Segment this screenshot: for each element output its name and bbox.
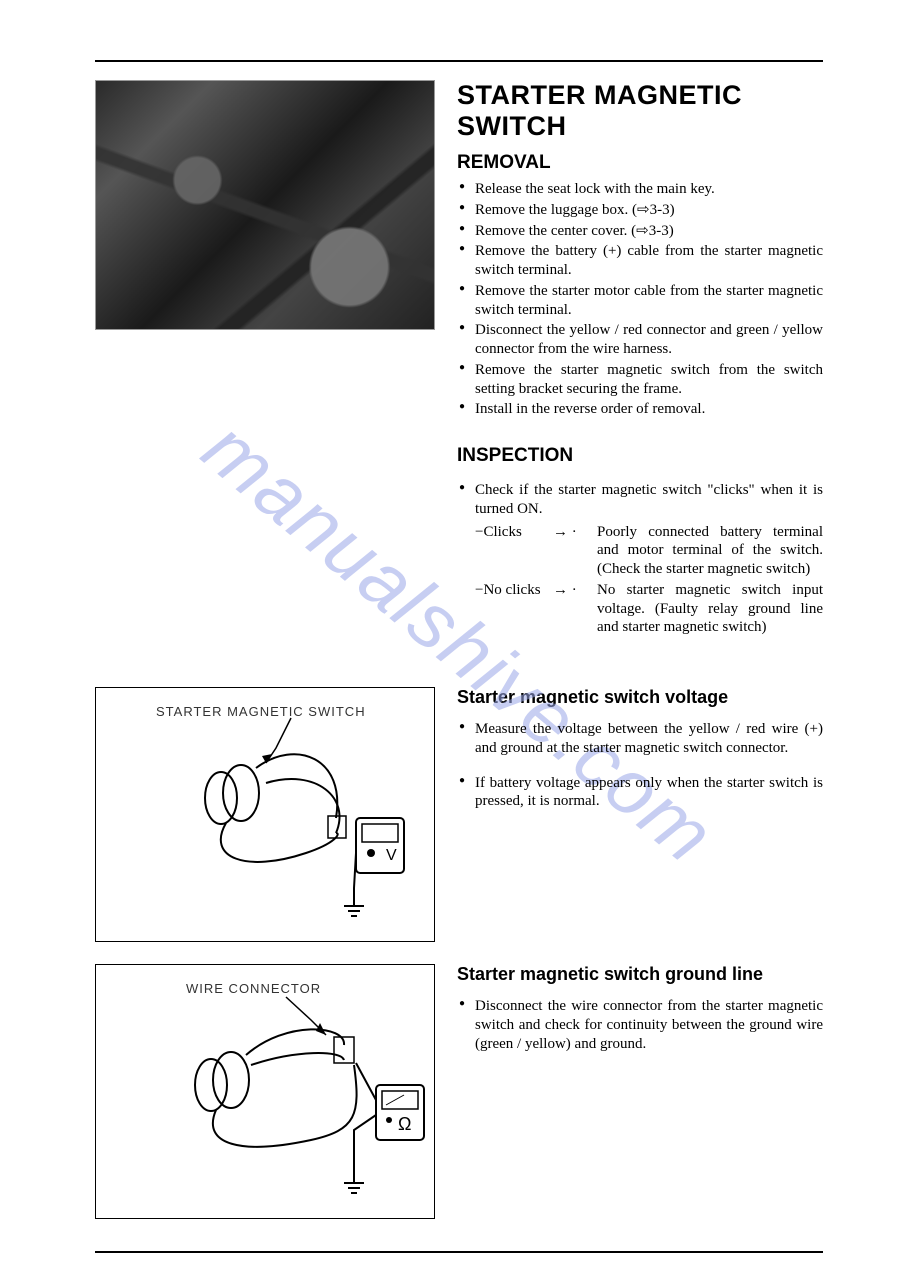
voltage-list-2: If battery voltage appears only when the… <box>457 774 823 812</box>
page: manualshive.com STARTER MAGNETIC SWITCH … <box>0 0 918 1283</box>
left-col-voltage: STARTER MAGNETIC SWITCH <box>95 687 435 954</box>
list-item: Install in the reverse order of removal. <box>457 400 823 419</box>
row-voltage: STARTER MAGNETIC SWITCH <box>95 687 823 954</box>
photo-engine <box>95 80 435 330</box>
row-ground: WIRE CONNECTOR <box>95 964 823 1231</box>
diagram-voltage: STARTER MAGNETIC SWITCH <box>95 687 435 942</box>
list-item: Remove the center cover. (⇨3-3) <box>457 222 823 241</box>
voltage-heading: Starter magnetic switch voltage <box>457 687 823 708</box>
spacer <box>95 647 823 687</box>
voltage-list: Measure the voltage between the yellow /… <box>457 720 823 758</box>
list-item: Remove the starter magnetic switch from … <box>457 361 823 399</box>
left-col-photo <box>95 80 435 330</box>
list-item: If battery voltage appears only when the… <box>457 774 823 812</box>
svg-text:Ω: Ω <box>398 1114 411 1134</box>
diag-desc: Poorly connected battery terminal and mo… <box>597 523 823 579</box>
list-item: Check if the starter magnetic switch "cl… <box>457 481 823 519</box>
svg-text:V: V <box>386 847 397 864</box>
list-item: Release the seat lock with the main key. <box>457 180 823 199</box>
list-item: Measure the voltage between the yellow /… <box>457 720 823 758</box>
right-col-voltage: Starter magnetic switch voltage Measure … <box>457 687 823 813</box>
spacer <box>457 760 823 774</box>
diagram-label-ground: WIRE CONNECTOR <box>186 981 321 996</box>
diag-desc: No starter magnetic switch input voltage… <box>597 581 823 637</box>
diag-label: −No clicks <box>475 581 553 637</box>
bottom-rule <box>95 1251 823 1253</box>
removal-heading: REMOVAL <box>457 152 823 174</box>
removal-list: Release the seat lock with the main key.… <box>457 180 823 419</box>
diagnosis-row: −Clicks → · Poorly connected battery ter… <box>457 523 823 579</box>
diagram-label-voltage: STARTER MAGNETIC SWITCH <box>156 704 366 719</box>
top-rule <box>95 60 823 62</box>
ground-heading: Starter magnetic switch ground line <box>457 964 823 985</box>
voltage-svg: V <box>96 688 436 943</box>
diag-arrow: → · <box>553 523 597 579</box>
spacer <box>457 473 823 481</box>
list-item: Remove the battery (+) cable from the st… <box>457 242 823 280</box>
list-item: Disconnect the wire connector from the s… <box>457 997 823 1053</box>
diagnosis-row: −No clicks → · No starter magnetic switc… <box>457 581 823 637</box>
ground-list: Disconnect the wire connector from the s… <box>457 997 823 1053</box>
list-item: Remove the starter motor cable from the … <box>457 282 823 320</box>
list-item: Disconnect the yellow / red connector an… <box>457 321 823 359</box>
diagram-ground: WIRE CONNECTOR <box>95 964 435 1219</box>
right-col-text: STARTER MAGNETIC SWITCH REMOVAL Release … <box>457 80 823 637</box>
diag-label: −Clicks <box>475 523 553 579</box>
diag-arrow: → · <box>553 581 597 637</box>
right-col-ground: Starter magnetic switch ground line Disc… <box>457 964 823 1055</box>
list-item: Remove the luggage box. (⇨3-3) <box>457 201 823 220</box>
row-main: STARTER MAGNETIC SWITCH REMOVAL Release … <box>95 80 823 637</box>
inspection-list: Check if the starter magnetic switch "cl… <box>457 481 823 519</box>
inspection-heading: INSPECTION <box>457 445 823 467</box>
page-title: STARTER MAGNETIC SWITCH <box>457 80 823 142</box>
spacer <box>457 421 823 441</box>
ground-svg: Ω <box>96 965 436 1220</box>
left-col-ground: WIRE CONNECTOR <box>95 964 435 1231</box>
